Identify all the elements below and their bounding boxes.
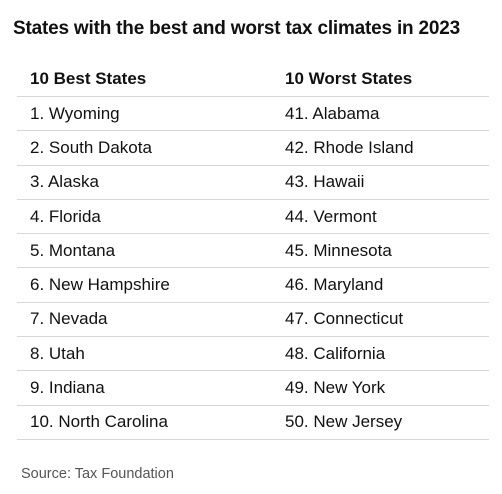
worst-state-cell: 50. New Jersey xyxy=(285,412,403,432)
best-state-cell: 2. South Dakota xyxy=(30,137,152,157)
worst-state-cell: 44. Vermont xyxy=(285,206,377,226)
worst-state-cell: 42. Rhode Island xyxy=(285,137,414,157)
worst-state-cell: 47. Connecticut xyxy=(285,309,404,329)
source-note: Source: Tax Foundation xyxy=(21,466,174,482)
table-row: 3. Alaska 43. Hawaii xyxy=(17,166,489,200)
table-row: 8. Utah 48. California xyxy=(17,337,489,372)
table-row: 10. North Carolina 50. New Jersey xyxy=(17,406,489,440)
best-state-cell: 8. Utah xyxy=(30,343,85,363)
page-title: States with the best and worst tax clima… xyxy=(13,18,461,39)
table-header-row: 10 Best States 10 Worst States xyxy=(17,62,489,97)
worst-state-cell: 49. New York xyxy=(285,378,386,398)
worst-state-cell: 41. Alabama xyxy=(285,103,380,123)
best-state-cell: 4. Florida xyxy=(30,206,101,226)
table-row: 2. South Dakota 42. Rhode Island xyxy=(17,131,489,166)
worst-state-cell: 48. California xyxy=(285,343,386,363)
best-state-cell: 3. Alaska xyxy=(30,172,99,192)
table-row: 6. New Hampshire 46. Maryland xyxy=(17,268,489,303)
table-row: 7. Nevada 47. Connecticut xyxy=(17,303,489,338)
worst-state-cell: 46. Maryland xyxy=(285,275,384,295)
table-row: 4. Florida 44. Vermont xyxy=(17,200,489,235)
worst-state-cell: 45. Minnesota xyxy=(285,240,392,260)
best-state-cell: 9. Indiana xyxy=(30,378,105,398)
column-header-best: 10 Best States xyxy=(30,69,147,88)
best-state-cell: 10. North Carolina xyxy=(30,412,168,432)
best-state-cell: 1. Wyoming xyxy=(30,103,120,123)
column-header-worst: 10 Worst States xyxy=(285,69,413,88)
worst-state-cell: 43. Hawaii xyxy=(285,172,365,192)
rankings-table: 10 Best States 10 Worst States 1. Wyomin… xyxy=(17,62,489,440)
best-state-cell: 7. Nevada xyxy=(30,309,108,329)
table-row: 1. Wyoming 41. Alabama xyxy=(17,97,489,132)
table-row: 9. Indiana 49. New York xyxy=(17,371,489,406)
best-state-cell: 5. Montana xyxy=(30,240,116,260)
best-state-cell: 6. New Hampshire xyxy=(30,275,170,295)
table-row: 5. Montana 45. Minnesota xyxy=(17,234,489,269)
